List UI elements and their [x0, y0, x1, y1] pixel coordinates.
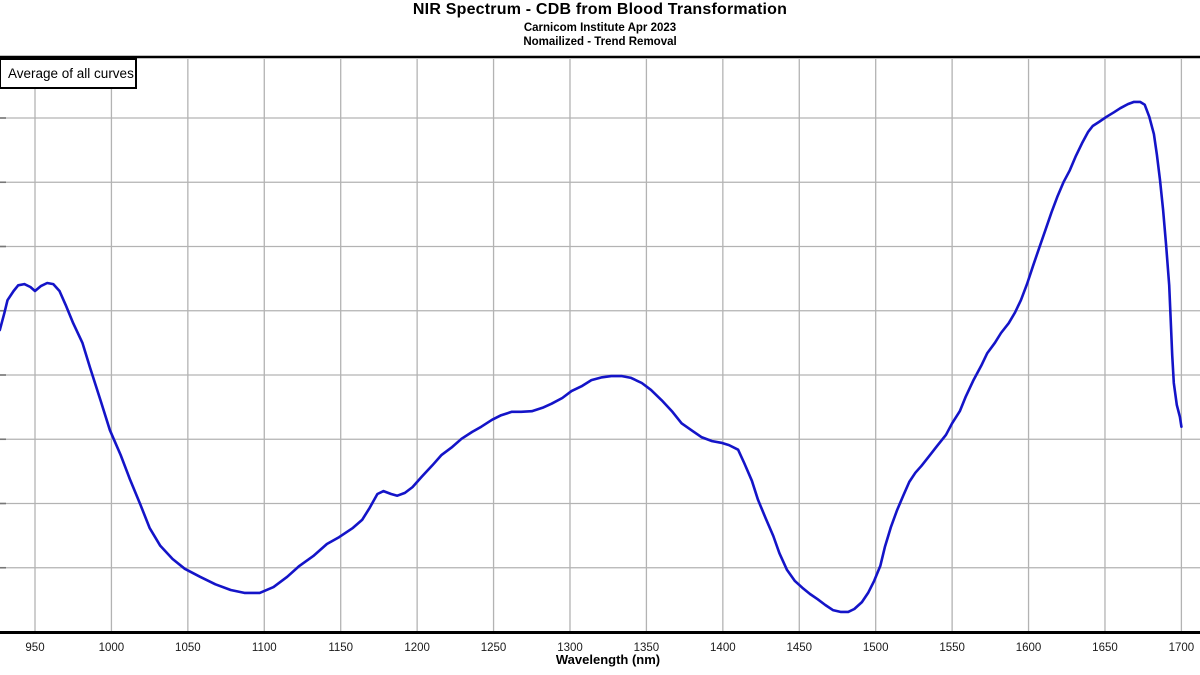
x-axis-title: Wavelength (nm) — [555, 652, 661, 667]
x-tick-label: 1650 — [1092, 642, 1118, 654]
x-tick-label: 1600 — [1016, 642, 1042, 654]
legend-label: Average of all curves — [8, 66, 134, 81]
x-tick-label: 1450 — [786, 642, 812, 654]
chart-subtitle: Carnicom Institute Apr 2023 — [523, 22, 677, 34]
x-tick-label: 1500 — [863, 642, 889, 654]
x-tick-label: 1200 — [404, 642, 430, 654]
x-tick-label: 1300 — [557, 642, 583, 654]
x-tick-label: 1550 — [939, 642, 965, 654]
chart-note: Nomailized - Trend Removal — [523, 36, 677, 48]
x-tick-label: 1700 — [1169, 642, 1195, 654]
chart-title: NIR Spectrum - CDB from Blood Transforma… — [412, 1, 788, 18]
legend-box: Average of all curves — [0, 58, 137, 89]
x-tick-label: 950 — [25, 642, 44, 654]
x-tick-label: 1150 — [328, 642, 353, 654]
x-tick-label: 1000 — [99, 642, 125, 654]
x-tick-label: 1250 — [481, 642, 507, 654]
x-tick-label: 1400 — [710, 642, 736, 654]
x-tick-label: 1050 — [175, 642, 201, 654]
x-tick-label: 1350 — [634, 642, 660, 654]
x-tick-label: 1100 — [252, 642, 277, 654]
spectrum-curve — [0, 100, 1183, 614]
